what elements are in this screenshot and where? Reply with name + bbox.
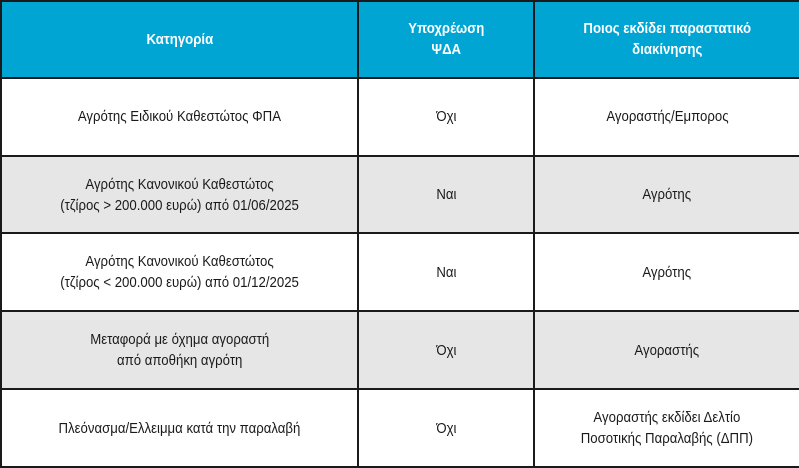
cell-issuer: Αγοραστής εκδίδει Δελτίο Ποσοτικής Παραλ… — [533, 388, 799, 468]
cell-category: Αγρότης Κανονικού Καθεστώτος (τζίρος > 2… — [0, 154, 359, 235]
table-row: Αγρότης Κανονικού Καθεστώτος (τζίρος > 2… — [0, 154, 799, 235]
table-row: Αγρότης Κανονικού Καθεστώτος (τζίρος < 2… — [0, 232, 799, 313]
header-issuer: Ποιος εκδίδει παραστατικό διακίνησης — [533, 0, 799, 79]
header-row: Κατηγορία Υποχρέωση ΨΔΑ Ποιος εκδίδει πα… — [0, 0, 799, 79]
cell-issuer: Αγοραστής/Εμπορος — [533, 76, 799, 157]
cell-issuer: Αγρότης — [533, 232, 799, 313]
header-category: Κατηγορία — [0, 0, 359, 79]
header-obligation: Υποχρέωση ΨΔΑ — [357, 0, 535, 79]
cell-issuer: Αγοραστής — [533, 310, 799, 391]
cell-obligation: Ναι — [357, 232, 535, 313]
cell-issuer: Αγρότης — [533, 154, 799, 235]
cell-category: Αγρότης Ειδικού Καθεστώτος ΦΠΑ — [0, 76, 359, 157]
cell-category: Αγρότης Κανονικού Καθεστώτος (τζίρος < 2… — [0, 232, 359, 313]
table-row: Αγρότης Ειδικού Καθεστώτος ΦΠΑ Όχι Αγορα… — [0, 76, 799, 157]
cell-obligation: Όχι — [357, 388, 535, 468]
cell-obligation: Όχι — [357, 76, 535, 157]
table-row: Πλεόνασμα/Ελλειμμα κατά την παραλαβή Όχι… — [0, 388, 799, 468]
cell-category: Μεταφορά με όχημα αγοραστή από αποθήκη α… — [0, 310, 359, 391]
table-row: Μεταφορά με όχημα αγοραστή από αποθήκη α… — [0, 310, 799, 391]
cell-obligation: Όχι — [357, 310, 535, 391]
cell-category: Πλεόνασμα/Ελλειμμα κατά την παραλαβή — [0, 388, 359, 468]
cell-obligation: Ναι — [357, 154, 535, 235]
